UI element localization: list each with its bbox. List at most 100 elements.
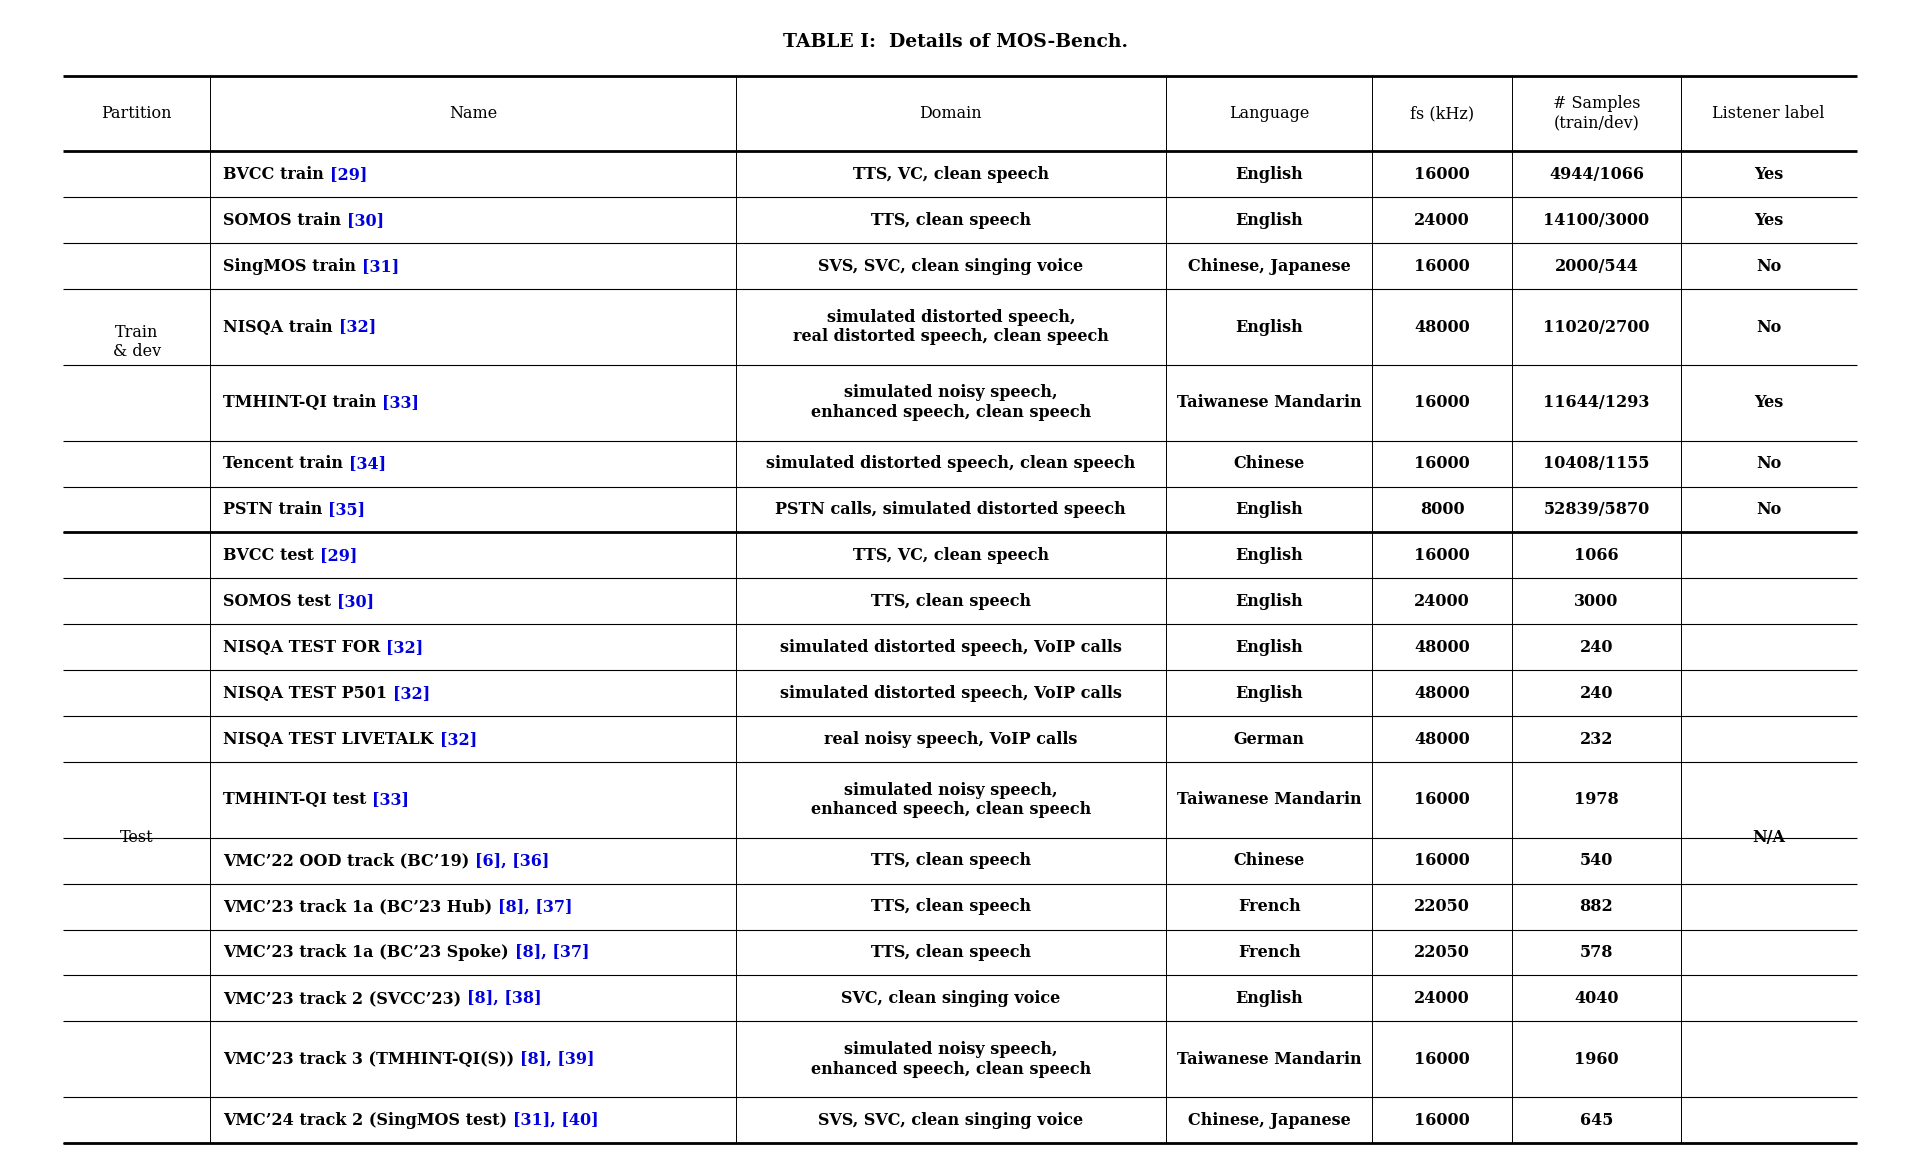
Text: 24000: 24000 <box>1413 592 1471 610</box>
Text: 1978: 1978 <box>1574 792 1620 808</box>
Text: 4944/1066: 4944/1066 <box>1549 165 1645 183</box>
Text: [8], [38]: [8], [38] <box>468 989 542 1007</box>
Text: English: English <box>1236 989 1303 1007</box>
Text: SVS, SVC, clean singing voice: SVS, SVC, clean singing voice <box>817 257 1083 275</box>
Text: Chinese: Chinese <box>1234 852 1305 870</box>
Text: TTS, VC, clean speech: TTS, VC, clean speech <box>852 547 1049 563</box>
Text: PSTN train: PSTN train <box>223 501 329 518</box>
Text: NISQA train: NISQA train <box>223 319 338 335</box>
Text: # Samples
(train/dev): # Samples (train/dev) <box>1553 95 1641 132</box>
Text: No: No <box>1755 501 1782 518</box>
Text: No: No <box>1755 257 1782 275</box>
Text: PSTN calls, simulated distorted speech: PSTN calls, simulated distorted speech <box>775 501 1127 518</box>
Text: English: English <box>1236 639 1303 655</box>
Text: NISQA TEST FOR: NISQA TEST FOR <box>223 639 386 655</box>
Text: SOMOS train: SOMOS train <box>223 212 348 229</box>
Text: simulated distorted speech, VoIP calls: simulated distorted speech, VoIP calls <box>779 684 1121 702</box>
Text: TTS, clean speech: TTS, clean speech <box>871 852 1031 870</box>
Text: 48000: 48000 <box>1413 684 1471 702</box>
Text: VMC’23 track 1a (BC’23 Spoke): VMC’23 track 1a (BC’23 Spoke) <box>223 944 514 961</box>
Text: 11644/1293: 11644/1293 <box>1543 395 1650 411</box>
Text: English: English <box>1236 592 1303 610</box>
Text: N/A: N/A <box>1751 829 1786 846</box>
Text: VMC’23 track 3 (TMHINT-QI(S)): VMC’23 track 3 (TMHINT-QI(S)) <box>223 1051 520 1067</box>
Text: German: German <box>1234 731 1305 747</box>
Text: simulated noisy speech,
enhanced speech, clean speech: simulated noisy speech, enhanced speech,… <box>810 384 1091 421</box>
Text: VMC’23 track 2 (SVCC’23): VMC’23 track 2 (SVCC’23) <box>223 989 468 1007</box>
Text: NISQA TEST P501: NISQA TEST P501 <box>223 684 393 702</box>
Text: 16000: 16000 <box>1413 1051 1471 1067</box>
Text: Partition: Partition <box>101 105 172 122</box>
Text: VMC’24 track 2 (SingMOS test): VMC’24 track 2 (SingMOS test) <box>223 1112 514 1129</box>
Text: Chinese, Japanese: Chinese, Japanese <box>1188 257 1350 275</box>
Text: French: French <box>1238 899 1301 915</box>
Text: 1066: 1066 <box>1574 547 1620 563</box>
Text: [35]: [35] <box>329 501 365 518</box>
Text: English: English <box>1236 165 1303 183</box>
Text: BVCC test: BVCC test <box>223 547 321 563</box>
Text: simulated distorted speech, clean speech: simulated distorted speech, clean speech <box>766 455 1136 473</box>
Text: 16000: 16000 <box>1413 257 1471 275</box>
Text: [31]: [31] <box>363 257 399 275</box>
Text: [30]: [30] <box>348 212 384 229</box>
Text: [6], [36]: [6], [36] <box>476 852 550 870</box>
Text: [32]: [32] <box>386 639 424 655</box>
Text: 16000: 16000 <box>1413 547 1471 563</box>
Text: TMHINT-QI test: TMHINT-QI test <box>223 792 372 808</box>
Text: Chinese: Chinese <box>1234 455 1305 473</box>
Text: French: French <box>1238 944 1301 961</box>
Text: English: English <box>1236 547 1303 563</box>
Text: 16000: 16000 <box>1413 395 1471 411</box>
Text: TTS, VC, clean speech: TTS, VC, clean speech <box>852 165 1049 183</box>
Text: 10408/1155: 10408/1155 <box>1543 455 1650 473</box>
Text: Tencent train: Tencent train <box>223 455 350 473</box>
Text: English: English <box>1236 684 1303 702</box>
Text: VMC’23 track 1a (BC’23 Hub): VMC’23 track 1a (BC’23 Hub) <box>223 899 499 915</box>
Text: Language: Language <box>1228 105 1310 122</box>
Text: English: English <box>1236 501 1303 518</box>
Text: Yes: Yes <box>1753 212 1784 229</box>
Text: English: English <box>1236 319 1303 335</box>
Text: 540: 540 <box>1580 852 1614 870</box>
Text: TTS, clean speech: TTS, clean speech <box>871 212 1031 229</box>
Text: TMHINT-QI train: TMHINT-QI train <box>223 395 382 411</box>
Text: [8], [37]: [8], [37] <box>514 944 588 961</box>
Text: 2000/544: 2000/544 <box>1555 257 1639 275</box>
Text: Taiwanese Mandarin: Taiwanese Mandarin <box>1177 792 1362 808</box>
Text: Chinese, Japanese: Chinese, Japanese <box>1188 1112 1350 1129</box>
Text: 4040: 4040 <box>1574 989 1618 1007</box>
Text: simulated distorted speech,
real distorted speech, clean speech: simulated distorted speech, real distort… <box>793 308 1108 346</box>
Text: 16000: 16000 <box>1413 455 1471 473</box>
Text: No: No <box>1755 455 1782 473</box>
Text: 578: 578 <box>1580 944 1614 961</box>
Text: Domain: Domain <box>919 105 982 122</box>
Text: [8], [39]: [8], [39] <box>520 1051 594 1067</box>
Text: 24000: 24000 <box>1413 212 1471 229</box>
Text: 48000: 48000 <box>1413 731 1471 747</box>
Text: [33]: [33] <box>382 395 420 411</box>
Text: English: English <box>1236 212 1303 229</box>
Text: TTS, clean speech: TTS, clean speech <box>871 592 1031 610</box>
Text: 11020/2700: 11020/2700 <box>1543 319 1650 335</box>
Text: 8000: 8000 <box>1419 501 1465 518</box>
Text: Test: Test <box>120 829 153 846</box>
Text: Train
& dev: Train & dev <box>113 324 160 360</box>
Text: SOMOS test: SOMOS test <box>223 592 338 610</box>
Text: TABLE I:  Details of MOS-Bench.: TABLE I: Details of MOS-Bench. <box>783 33 1127 50</box>
Text: simulated distorted speech, VoIP calls: simulated distorted speech, VoIP calls <box>779 639 1121 655</box>
Text: simulated noisy speech,
enhanced speech, clean speech: simulated noisy speech, enhanced speech,… <box>810 1041 1091 1078</box>
Text: VMC’22 OOD track (BC’19): VMC’22 OOD track (BC’19) <box>223 852 476 870</box>
Text: 48000: 48000 <box>1413 319 1471 335</box>
Text: [32]: [32] <box>338 319 376 335</box>
Text: [32]: [32] <box>439 731 478 747</box>
Text: Taiwanese Mandarin: Taiwanese Mandarin <box>1177 395 1362 411</box>
Text: 232: 232 <box>1580 731 1614 747</box>
Text: 3000: 3000 <box>1574 592 1618 610</box>
Text: 16000: 16000 <box>1413 1112 1471 1129</box>
Text: Taiwanese Mandarin: Taiwanese Mandarin <box>1177 1051 1362 1067</box>
Text: TTS, clean speech: TTS, clean speech <box>871 944 1031 961</box>
Text: 16000: 16000 <box>1413 165 1471 183</box>
Text: 22050: 22050 <box>1413 944 1471 961</box>
Text: [30]: [30] <box>338 592 374 610</box>
Text: 48000: 48000 <box>1413 639 1471 655</box>
